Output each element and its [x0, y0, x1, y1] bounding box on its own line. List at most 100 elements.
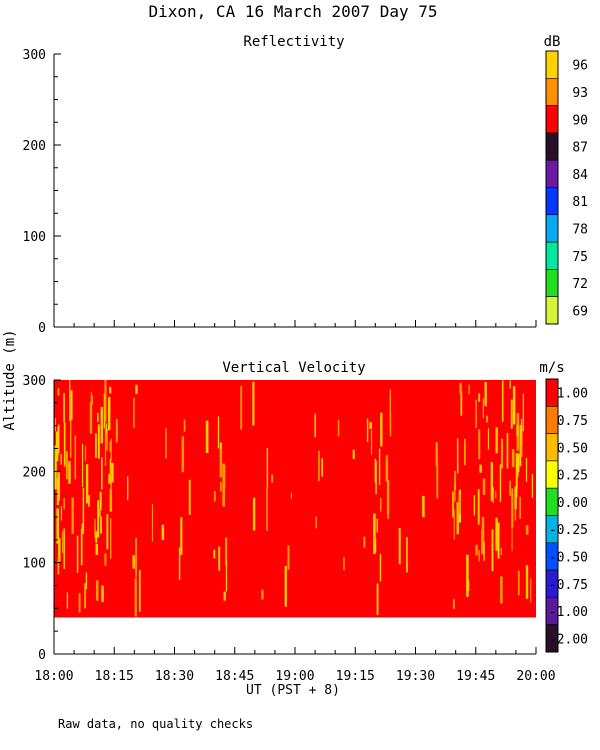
- velocity-streak: [525, 525, 529, 535]
- velocity-streak: [57, 388, 60, 396]
- velocity-streak: [490, 486, 493, 496]
- velocity-streak: [435, 442, 438, 467]
- velocity-streak: [60, 453, 62, 465]
- velocity-streak: [81, 523, 85, 534]
- velocity-streak: [525, 458, 528, 482]
- velocity-streak: [101, 585, 104, 603]
- velocity-streak: [104, 380, 107, 422]
- velocity-streak: [376, 518, 379, 533]
- velocity-streak: [454, 471, 457, 491]
- colorbar-swatch: [545, 78, 559, 106]
- velocity-streak: [379, 553, 382, 582]
- velocity-streak: [108, 396, 111, 431]
- velocity-streak: [218, 546, 221, 571]
- velocity-streak: [261, 589, 264, 600]
- velocity-streak: [481, 529, 484, 555]
- velocity-streak: [223, 591, 226, 601]
- velocity-data: [54, 380, 536, 618]
- velocity-streak: [522, 393, 524, 432]
- velocity-streak: [66, 592, 69, 609]
- velocity-streak: [101, 457, 103, 490]
- velocity-streak: [454, 483, 456, 502]
- velocity-streak: [97, 500, 100, 538]
- velocity-streak: [366, 418, 369, 443]
- velocity-streak: [374, 458, 376, 483]
- velocity-streak: [105, 423, 108, 434]
- y-tick-label: 200: [23, 465, 46, 480]
- velocity-streak: [531, 474, 534, 499]
- velocity-streak: [318, 450, 320, 482]
- colorbar-swatch: [545, 105, 559, 134]
- velocity-streak: [517, 570, 520, 596]
- velocity-x-ticks: 18:00 18:15 18:30 18:45 19:00 19:15 19:30 19:45…: [34, 669, 555, 684]
- reflectivity-colorbar: 96 93 90 87 84 81 78 75 72 69: [545, 50, 588, 325]
- velocity-streak: [321, 458, 323, 477]
- velocity-streak: [240, 385, 243, 430]
- velocity-streak: [89, 402, 93, 434]
- velocity-streak: [495, 517, 498, 551]
- colorbar-label: 0.50: [557, 441, 588, 456]
- velocity-streak: [60, 506, 63, 521]
- velocity-streak: [520, 418, 523, 447]
- velocity-streak: [188, 479, 191, 515]
- velocity-streak: [97, 424, 100, 459]
- velocity-streak: [495, 491, 497, 499]
- figure-title: Dixon, CA 16 March 2007 Day 75: [149, 2, 438, 21]
- velocity-streak: [65, 451, 68, 480]
- velocity-streak: [483, 541, 485, 561]
- x-tick-label: 20:00: [516, 669, 555, 684]
- velocity-streak: [180, 517, 183, 555]
- velocity-colorbar-unit: m/s: [539, 360, 564, 376]
- velocity-streak: [135, 384, 138, 394]
- reflectivity-panel: Reflectivity 0 100 200 300 dB 96 93 90 87 84 81 7…: [23, 34, 589, 336]
- colorbar-swatch: [545, 187, 559, 216]
- velocity-streak: [69, 380, 71, 421]
- velocity-streak: [363, 536, 366, 548]
- y-tick-label: 300: [23, 374, 46, 389]
- velocity-streak: [376, 583, 379, 615]
- colorbar-swatch: [545, 269, 559, 297]
- velocity-field: [54, 380, 536, 618]
- colorbar-label: 0.00: [557, 496, 588, 511]
- velocity-streak: [115, 419, 118, 443]
- x-tick-label: 18:00: [34, 669, 73, 684]
- velocity-streak: [487, 428, 489, 450]
- velocity-streak: [398, 528, 401, 565]
- velocity-streak: [386, 480, 390, 515]
- velocity-streak: [217, 416, 220, 449]
- velocity-streak: [252, 497, 256, 531]
- colorbar-swatch: [545, 241, 559, 270]
- colorbar-frame: [545, 378, 559, 653]
- velocity-streak: [509, 480, 511, 496]
- x-tick-label: 18:30: [155, 669, 194, 684]
- velocity-streak: [54, 456, 57, 490]
- velocity-streak: [516, 484, 518, 498]
- velocity-streak: [205, 420, 209, 453]
- velocity-streak: [314, 413, 316, 438]
- velocity-streak: [97, 412, 99, 422]
- colorbar-label: 72: [572, 277, 588, 292]
- velocity-streak: [452, 491, 454, 518]
- velocity-streak: [220, 481, 222, 492]
- y-tick-label: 100: [23, 230, 46, 245]
- velocity-streak: [58, 538, 61, 562]
- velocity-streak: [506, 432, 509, 469]
- velocity-streak: [70, 414, 72, 458]
- velocity-streak: [98, 509, 101, 517]
- velocity-streak: [456, 502, 459, 535]
- velocity-streak: [90, 391, 92, 405]
- x-axis-label: UT (PST + 8): [246, 683, 340, 698]
- velocity-streak: [287, 545, 290, 570]
- reflectivity-title: Reflectivity: [243, 34, 344, 50]
- velocity-streak: [491, 529, 494, 572]
- velocity-streak: [482, 478, 486, 495]
- velocity-streak: [95, 580, 99, 601]
- velocity-streak: [82, 487, 85, 524]
- velocity-streak: [82, 443, 84, 487]
- velocity-streak: [369, 422, 373, 429]
- velocity-streak: [380, 412, 383, 447]
- velocity-streak: [478, 429, 481, 460]
- velocity-streak: [161, 524, 165, 540]
- velocity-streak: [134, 578, 137, 617]
